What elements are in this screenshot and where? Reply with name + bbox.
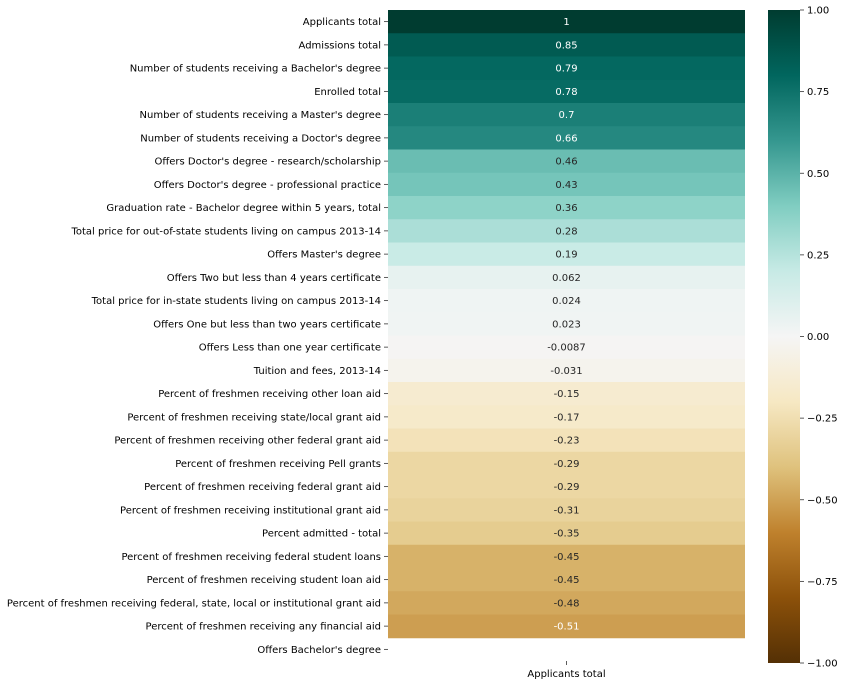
row-label: Offers Doctor's degree - research/schola… (154, 157, 381, 168)
cell-value-label: -0.29 (554, 482, 580, 493)
cell-value-label: -0.35 (554, 529, 580, 540)
row-label: Enrolled total (314, 87, 381, 98)
cell-value-label: 0.024 (552, 296, 581, 307)
row-label: Total price for in-state students living… (91, 296, 381, 307)
heatmap-cell (388, 335, 745, 360)
heatmap-cell (388, 242, 745, 267)
row-label: Number of students receiving a Master's … (140, 110, 381, 121)
colorbar-gradient (768, 10, 800, 663)
cell-value-label: 0.062 (552, 273, 581, 284)
heatmap-cell (388, 428, 745, 453)
cell-value-label: 0.85 (555, 40, 577, 51)
colorbar: 1.00 0.75 0.50 0.25 0.00 −0.25 −0.50 −0.75 −1.00 (768, 6, 838, 670)
heatmap-cell (388, 521, 745, 546)
cell-value-label: 0.78 (555, 87, 577, 98)
heatmap-cell (388, 10, 745, 34)
row-label: Percent of freshmen receiving any financ… (146, 622, 381, 633)
heatmap-cell (388, 79, 745, 104)
row-label: Percent of freshmen receiving other loan… (158, 389, 381, 400)
row-label: Offers Less than one year certificate (199, 343, 381, 354)
heatmap-cell (388, 149, 745, 174)
cell-value-label: 0.66 (555, 133, 577, 144)
row-labels: Applicants total Admissions total Number o… (7, 17, 388, 656)
heatmap-cell (388, 312, 745, 336)
colorbar-tick-label: 0.50 (807, 169, 829, 180)
heatmap-cell (388, 33, 745, 57)
heatmap-cell (388, 126, 745, 150)
x-axis: Applicants total (527, 661, 606, 680)
row-label: Percent of freshmen receiving federal, s… (7, 598, 381, 609)
row-label: Percent of freshmen receiving other fede… (114, 436, 381, 447)
cell-value-label: -0.17 (554, 412, 580, 423)
heatmap-cell (388, 172, 745, 197)
colorbar-tick-label: −0.25 (807, 414, 838, 425)
heatmap-cell (388, 568, 745, 592)
row-label: Number of students receiving a Doctor's … (140, 133, 381, 144)
x-tick-label: Applicants total (527, 669, 605, 680)
row-label: Percent of freshmen receiving Pell grant… (175, 459, 381, 470)
colorbar-tick-label: 0.25 (807, 250, 829, 261)
heatmap-cell (388, 219, 745, 243)
heatmap-cell (388, 544, 745, 569)
cell-value-label: -0.31 (554, 505, 580, 516)
colorbar-tick-label: −0.50 (807, 495, 838, 506)
colorbar-tick-label: −0.75 (807, 577, 838, 588)
row-label: Percent of freshmen receiving state/loca… (127, 412, 381, 423)
row-label: Offers One but less than two years certi… (153, 319, 381, 330)
cell-value-label: -0.15 (554, 389, 580, 400)
cell-value-label: 0.43 (555, 180, 577, 191)
row-label: Percent admitted - total (262, 529, 381, 540)
colorbar-tick-label: 0.75 (807, 87, 829, 98)
row-label: Number of students receiving a Bachelor'… (130, 64, 381, 75)
heatmap-cell (388, 498, 745, 522)
heatmap-cell (388, 382, 745, 406)
row-label: Tuition and fees, 2013-14 (253, 366, 381, 377)
heatmap-cell (388, 591, 745, 615)
cell-value-label: -0.29 (554, 459, 580, 470)
row-label: Percent of freshmen receiving student lo… (147, 575, 381, 586)
colorbar-ticks: 1.00 0.75 0.50 0.25 0.00 −0.25 −0.50 −0.75 −1.00 (800, 6, 838, 670)
row-label: Percent of freshmen receiving federal gr… (144, 482, 381, 493)
cell-value-label: 0.36 (555, 203, 577, 214)
cell-value-label: 0.79 (555, 64, 577, 75)
cell-value-label: -0.45 (554, 575, 580, 586)
cell-value-label: 0.19 (555, 250, 577, 261)
heatmap-cells: 1 0.85 0.79 0.78 0.7 0.66 0.46 0.43 0.36 0.28 0.19… (388, 10, 745, 639)
row-label: Offers Doctor's degree - professional pr… (154, 180, 381, 191)
cell-value-label: 1 (563, 17, 569, 28)
heatmap-cell (388, 56, 745, 81)
row-label: Applicants total (303, 17, 381, 28)
cell-value-label: 0.7 (559, 110, 575, 121)
heatmap-cell (388, 358, 745, 383)
cell-value-label: -0.51 (554, 622, 580, 633)
heatmap-cell (388, 614, 745, 639)
cell-value-label: 0.28 (555, 226, 577, 237)
row-label: Offers Two but less than 4 years certifi… (167, 273, 381, 284)
row-label: Percent of freshmen receiving institutio… (120, 505, 381, 516)
cell-value-label: 0.46 (555, 157, 577, 168)
cell-value-label: -0.23 (554, 436, 580, 447)
cell-value-label: 0.023 (552, 319, 581, 330)
row-label: Offers Bachelor's degree (257, 645, 381, 656)
heatmap-cell (388, 289, 745, 313)
heatmap-cell (388, 475, 745, 499)
heatmap-cell (388, 196, 745, 220)
cell-value-label: -0.031 (550, 366, 582, 377)
heatmap-cell (388, 451, 745, 476)
row-label: Admissions total (299, 40, 381, 51)
cell-value-label: -0.48 (554, 598, 580, 609)
heatmap-cell (388, 265, 745, 290)
row-label: Offers Master's degree (267, 250, 381, 261)
cell-value-label: -0.45 (554, 552, 580, 563)
colorbar-tick-label: 0.00 (807, 332, 829, 343)
cell-value-label: -0.0087 (547, 343, 586, 354)
row-label: Graduation rate - Bachelor degree within… (106, 203, 381, 214)
colorbar-tick-label: −1.00 (807, 659, 838, 670)
row-label: Total price for out-of-state students li… (70, 226, 381, 237)
row-label: Percent of freshmen receiving federal st… (121, 552, 381, 563)
heatmap-cell (388, 405, 745, 429)
heatmap-cell (388, 103, 745, 127)
colorbar-tick-label: 1.00 (807, 6, 829, 17)
